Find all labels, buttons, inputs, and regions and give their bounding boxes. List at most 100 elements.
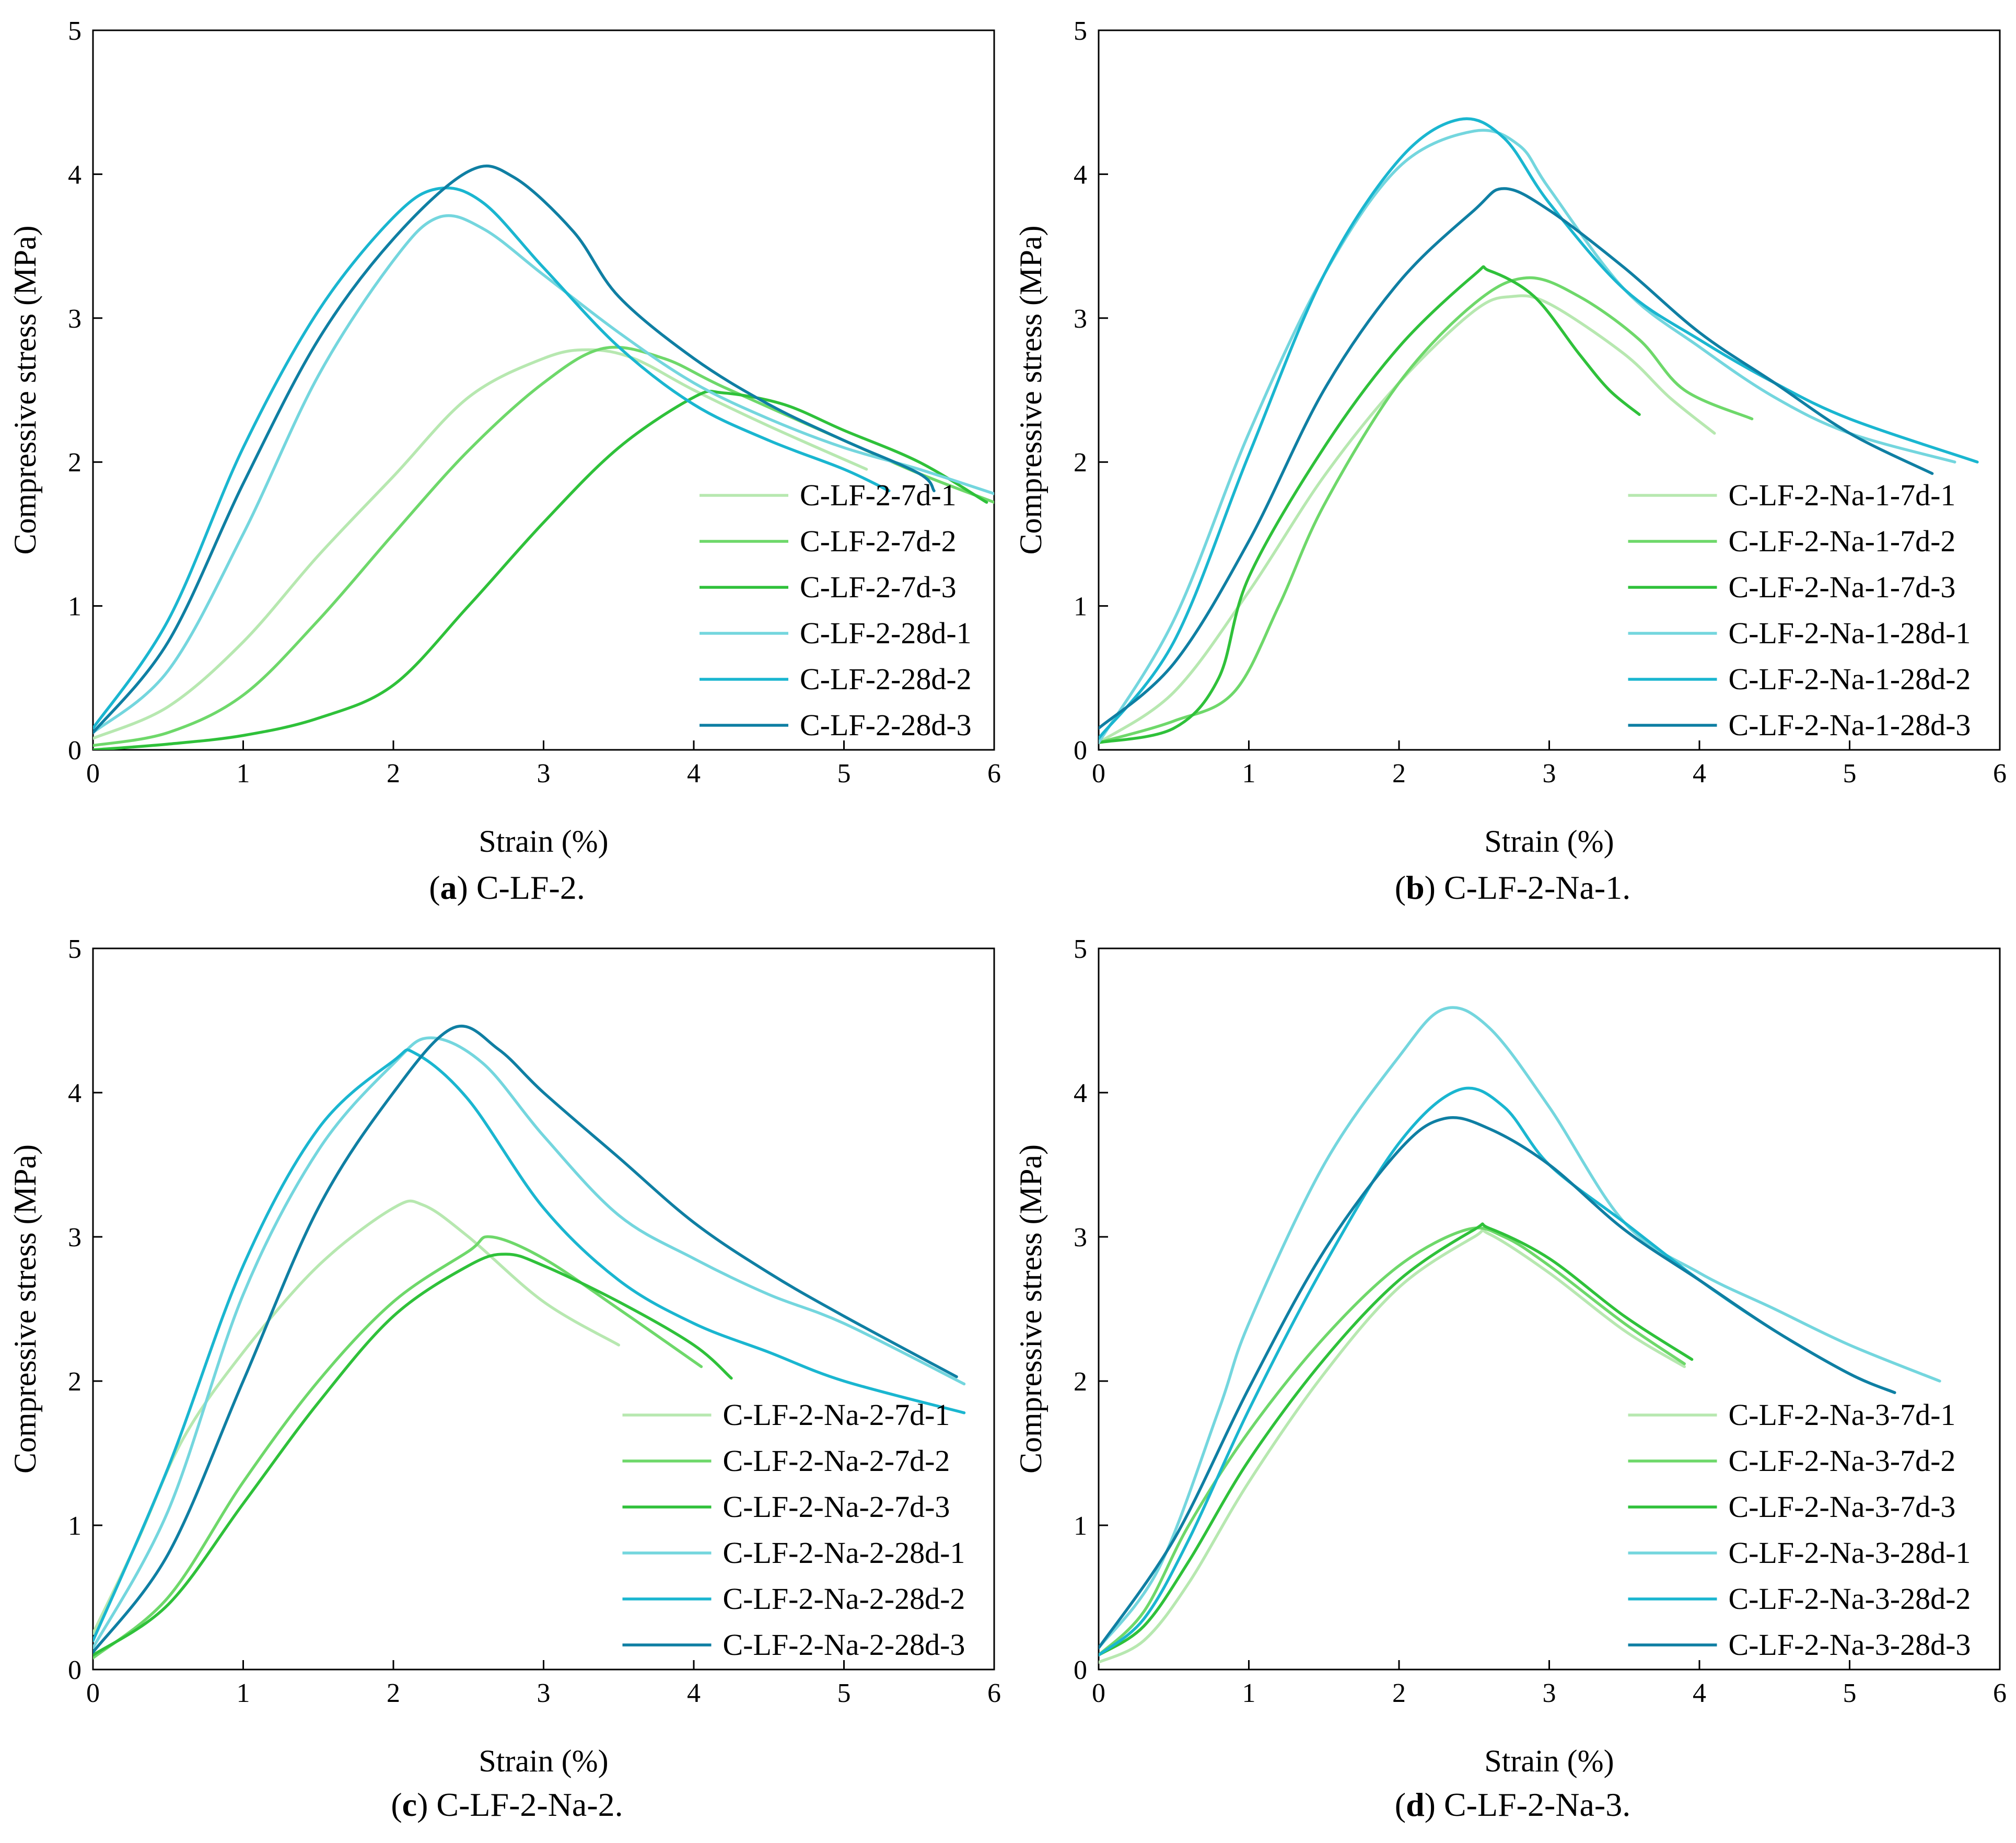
series-line-C-LF-2-Na-2-28d-3: [93, 1024, 958, 1654]
legend-label: C-LF-2-Na-2-28d-1: [723, 1536, 965, 1570]
y-tick-label: 5: [1074, 934, 1087, 964]
caption-paren-open: (: [1395, 869, 1406, 906]
series-line-C-LF-2-7d-3: [93, 390, 988, 750]
legend-label: C-LF-2-28d-1: [800, 616, 972, 650]
x-tick-label: 1: [1242, 759, 1256, 789]
series-line-C-LF-2-Na-3-7d-3: [1099, 1222, 1694, 1657]
x-axis-title: Strain (%): [479, 1744, 608, 1778]
series-line-C-LF-2-Na-3-28d-2: [1099, 1086, 1896, 1657]
panel-caption: (d) C-LF-2-Na-3.: [1395, 1786, 1630, 1823]
x-tick-label: 2: [1392, 759, 1406, 789]
legend-label: C-LF-2-Na-1-7d-3: [1729, 570, 1956, 604]
y-tick-label: 1: [1074, 592, 1087, 622]
legend-label: C-LF-2-7d-2: [800, 524, 957, 558]
y-tick-label: 1: [68, 1511, 81, 1541]
chart-panel-d: 0 1 2 3 4 5 6 0 1 2 3 4 5 Strain (%) Compressive stres…: [1013, 934, 2007, 1823]
caption-letter: a: [440, 869, 457, 906]
y-tick-label: 5: [68, 934, 81, 964]
y-tick-label: 3: [1074, 304, 1087, 334]
caption-text: C-LF-2-Na-3.: [1444, 1786, 1630, 1823]
y-tick-label: 1: [1074, 1511, 1087, 1541]
caption-text: C-LF-2-Na-2.: [436, 1786, 623, 1823]
y-tick-label: 4: [68, 1079, 81, 1108]
x-tick-label: 5: [1843, 759, 1857, 789]
series-line-C-LF-2-28d-1: [93, 214, 994, 734]
legend-label: C-LF-2-7d-1: [800, 478, 957, 512]
legend-label: C-LF-2-28d-2: [800, 662, 972, 696]
x-tick-label: 2: [387, 1678, 400, 1708]
legend-label: C-LF-2-Na-2-28d-3: [723, 1628, 965, 1662]
x-tick-label: 2: [1392, 1678, 1406, 1708]
chart-panel-b: 0 1 2 3 4 5 6 0 1 2 3 4 5 Strain (%) Compressive stres…: [1013, 16, 2007, 906]
y-tick-label: 3: [1074, 1223, 1087, 1253]
legend-label: C-LF-2-Na-2-7d-1: [723, 1398, 950, 1432]
series-line-C-LF-2-Na-3-7d-2: [1099, 1226, 1686, 1657]
x-tick-label: 3: [537, 1678, 551, 1708]
legend-label: C-LF-2-Na-3-28d-2: [1729, 1582, 1971, 1616]
legend-label: C-LF-2-Na-3-28d-3: [1729, 1628, 1971, 1662]
caption-paren-open: (: [1395, 1786, 1406, 1823]
panel-caption: (c) C-LF-2-Na-2.: [391, 1786, 623, 1823]
y-tick-label: 4: [1074, 1079, 1087, 1108]
x-tick-label: 1: [237, 759, 250, 789]
series-line-C-LF-2-Na-3-28d-3: [1099, 1116, 1896, 1650]
caption-paren-close: ): [1425, 869, 1444, 906]
y-axis-title: Compressive stress (MPa): [1013, 226, 1048, 555]
legend-label: C-LF-2-Na-1-28d-2: [1729, 662, 1971, 696]
legend-label: C-LF-2-7d-3: [800, 570, 957, 604]
x-tick-label: 0: [86, 759, 100, 789]
caption-paren-close: ): [457, 869, 476, 906]
series-line-C-LF-2-Na-3-28d-1: [1099, 1006, 1941, 1650]
caption-paren-open: (: [429, 869, 440, 906]
y-tick-label: 2: [68, 448, 81, 478]
panel-caption: (a) C-LF-2.: [429, 869, 585, 906]
y-axis-title: Compressive stress (MPa): [8, 1144, 42, 1474]
y-tick-label: 2: [1074, 448, 1087, 478]
legend-label: C-LF-2-Na-3-7d-1: [1729, 1398, 1956, 1432]
y-tick-label: 4: [1074, 160, 1087, 190]
x-tick-label: 4: [687, 759, 701, 789]
x-tick-label: 5: [837, 1678, 851, 1708]
x-tick-label: 0: [1092, 1678, 1105, 1708]
x-tick-label: 5: [1843, 1678, 1857, 1708]
series-line-C-LF-2-Na-2-28d-1: [93, 1036, 966, 1650]
x-tick-label: 1: [237, 1678, 250, 1708]
x-tick-label: 2: [387, 759, 400, 789]
series-line-C-LF-2-7d-1: [93, 348, 868, 740]
x-tick-label: 3: [537, 759, 551, 789]
caption-letter: d: [1406, 1786, 1425, 1823]
legend-label: C-LF-2-Na-1-7d-1: [1729, 478, 1956, 512]
x-tick-label: 3: [1543, 759, 1556, 789]
y-tick-label: 0: [68, 1655, 81, 1685]
legend-label: C-LF-2-Na-3-7d-3: [1729, 1490, 1956, 1524]
series-line-C-LF-2-Na-2-28d-2: [93, 1048, 966, 1642]
series-line-C-LF-2-Na-1-28d-3: [1099, 187, 1934, 730]
series-line-C-LF-2-Na-1-7d-1: [1099, 294, 1716, 744]
y-axis-title: Compressive stress (MPa): [1013, 1144, 1048, 1474]
caption-letter: b: [1406, 869, 1425, 906]
series-line-C-LF-2-Na-3-7d-1: [1099, 1228, 1686, 1664]
y-tick-label: 0: [1074, 1655, 1087, 1685]
x-axis-title: Strain (%): [1484, 1744, 1614, 1778]
legend-label: C-LF-2-Na-2-7d-2: [723, 1444, 950, 1478]
x-tick-label: 4: [1693, 759, 1706, 789]
series-line-C-LF-2-Na-2-7d-1: [93, 1199, 621, 1635]
y-tick-label: 5: [1074, 16, 1087, 46]
panel-caption: (b) C-LF-2-Na-1.: [1395, 869, 1630, 906]
legend-label: C-LF-2-28d-3: [800, 708, 972, 742]
x-tick-label: 6: [1993, 1678, 2007, 1708]
series-line-C-LF-2-28d-3: [93, 164, 936, 734]
x-tick-label: 6: [1993, 759, 2007, 789]
x-tick-label: 0: [86, 1678, 100, 1708]
y-tick-label: 1: [68, 592, 81, 622]
x-tick-label: 0: [1092, 759, 1105, 789]
chart-panel-a: 0 1 2 3 4 5 6 0 1 2 3 4 5 Strain (%) Compressive stres…: [8, 16, 1001, 906]
x-tick-label: 4: [687, 1678, 701, 1708]
caption-text: C-LF-2-Na-1.: [1444, 869, 1630, 906]
x-axis-title: Strain (%): [479, 824, 608, 859]
legend-label: C-LF-2-Na-2-28d-2: [723, 1582, 965, 1616]
legend-label: C-LF-2-Na-1-7d-2: [1729, 524, 1956, 558]
caption-text: C-LF-2.: [476, 869, 585, 906]
legend-label: C-LF-2-Na-3-28d-1: [1729, 1536, 1971, 1570]
caption-paren-close: ): [1425, 1786, 1444, 1823]
